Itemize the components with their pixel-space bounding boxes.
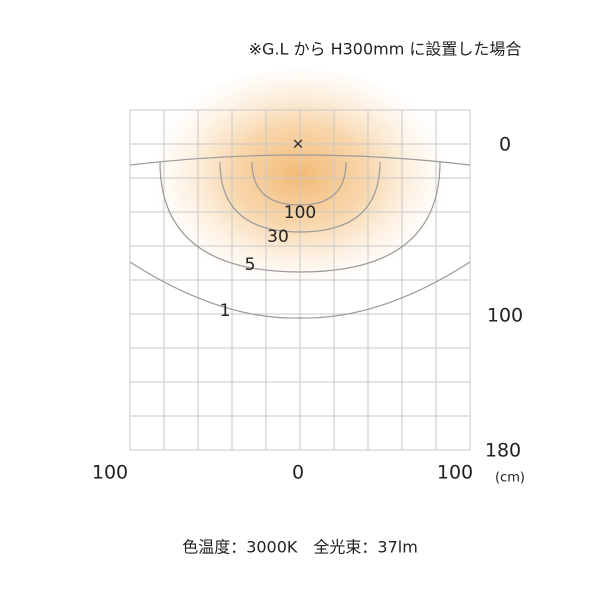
grid (129, 109, 471, 451)
contour-label: 5 (245, 255, 256, 275)
v-axis-label: 100 (487, 305, 523, 327)
contour-100 (251, 161, 347, 206)
h-axis-label: 100 (92, 462, 128, 484)
light-position: × (292, 135, 305, 153)
unit-label: (cm) (495, 471, 525, 486)
title: ※G.L から H300mm に設置した場合 (249, 40, 522, 59)
v-axis-label: 180 (485, 440, 521, 462)
contour-1 (129, 154, 471, 319)
contour-5 (159, 161, 441, 273)
h-axis-label: 100 (437, 462, 473, 484)
contour-30 (219, 161, 381, 233)
h-axis-label: 0 (292, 462, 304, 484)
contour-label: 100 (284, 203, 316, 223)
contour-label: 1 (220, 301, 231, 321)
v-axis-label: 0 (499, 134, 511, 156)
contour-label: 30 (267, 227, 289, 247)
caption: 色温度：3000K 全光束：37lm (182, 538, 418, 557)
